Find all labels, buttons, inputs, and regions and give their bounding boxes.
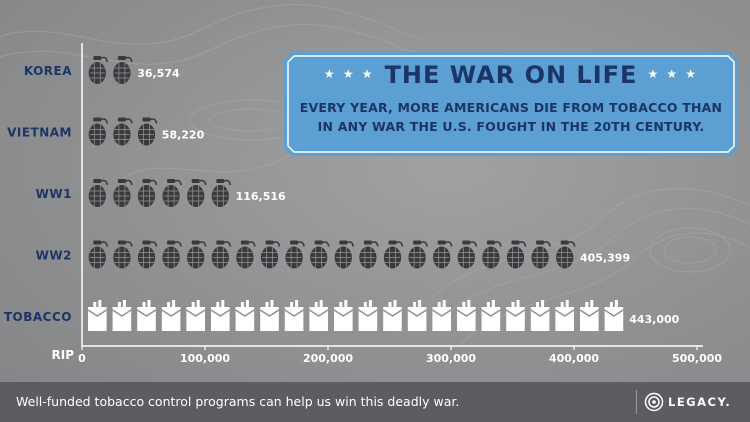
footer-message: Well-funded tobacco control programs can… [16, 394, 460, 409]
x-tick-label: 200,000 [303, 352, 353, 365]
chart-rows: KOREA 36,574 VIETNAM 58,220 WW1 116,516 WW2 405… [4, 56, 680, 331]
x-tick-label: 400,000 [549, 352, 599, 365]
chart-row-ww1: WW1 116,516 [36, 179, 286, 207]
category-label: KOREA [24, 64, 72, 78]
category-label: VIETNAM [7, 126, 72, 140]
cigarette-pack-icon [358, 300, 378, 331]
grenade-icon [236, 240, 256, 269]
grenade-icon [457, 240, 478, 269]
grenade-icon [383, 240, 404, 269]
cigarette-pack-icon [161, 300, 181, 331]
chart-row-korea: KOREA 36,574 [24, 56, 180, 84]
cigarette-pack-icon [284, 300, 304, 331]
grenade-icon [88, 117, 109, 146]
grenade-icon [310, 240, 330, 269]
cigarette-pack-icon [579, 300, 599, 331]
title-banner: ★ ★ ★ THE WAR ON LIFE ★ ★ ★ EVERY YEAR, MO… [284, 52, 738, 156]
cigarette-pack-icon [481, 300, 501, 331]
grenade-icon [88, 56, 109, 84]
grenade-icon [137, 240, 158, 269]
bar-tobacco [87, 300, 624, 331]
cigarette-pack-icon [505, 300, 526, 331]
grenade-icon [285, 240, 305, 269]
category-label: TOBACCO [4, 310, 72, 324]
grenade-icon [334, 240, 355, 269]
footer-bar: Well-funded tobacco control programs can… [0, 382, 750, 422]
x-tick-label: 0 [78, 352, 86, 365]
cigarette-pack-icon [87, 300, 107, 331]
grenade-icon [113, 117, 133, 146]
footer-divider [636, 390, 637, 414]
grenade-icon [482, 240, 502, 269]
banner-subtitle-line1: EVERY YEAR, MORE AMERICANS DIE FROM TOBA… [299, 100, 723, 115]
grenade-icon [137, 117, 158, 146]
grenade-icon [187, 240, 207, 269]
grenade-icon [531, 240, 551, 269]
x-axis-label: RIP [52, 348, 75, 362]
data-label: 116,516 [236, 190, 286, 203]
cigarette-pack-icon [382, 300, 403, 331]
legacy-swirl-icon [644, 392, 664, 412]
category-label: WW2 [36, 249, 72, 263]
x-axis-ticks: 0 100,000 200,000 300,000 400,000 500,000 [78, 346, 722, 365]
grenade-icon [113, 179, 133, 207]
banner-subtitle: EVERY YEAR, MORE AMERICANS DIE FROM TOBA… [294, 98, 728, 136]
cigarette-pack-icon [432, 300, 452, 331]
banner-subtitle-line2: IN ANY WAR THE U.S. FOUGHT IN THE 20TH C… [317, 119, 705, 134]
data-label: 36,574 [137, 67, 180, 80]
cigarette-pack-icon [259, 300, 280, 331]
grenade-icon [211, 179, 232, 207]
chart-row-vietnam: VIETNAM 58,220 [7, 117, 205, 146]
legacy-logo[interactable]: LEGACY. [644, 391, 748, 413]
grenade-icon [88, 240, 109, 269]
x-tick-label: 100,000 [180, 352, 230, 365]
bar-vietnam [88, 117, 158, 146]
cigarette-pack-icon [210, 300, 230, 331]
grenade-icon [556, 240, 576, 269]
grenade-icon [88, 179, 109, 207]
cigarette-pack-icon [333, 300, 353, 331]
grenade-icon [162, 179, 182, 207]
cigarette-pack-icon [604, 300, 624, 331]
grenade-icon [113, 240, 133, 269]
chart-row-ww2: WW2 405,399 [36, 240, 630, 269]
cigarette-pack-icon [407, 300, 427, 331]
cigarette-pack-icon [309, 300, 329, 331]
cigarette-pack-icon [456, 300, 476, 331]
cigarette-pack-icon [112, 300, 132, 331]
data-label: 58,220 [162, 129, 205, 142]
banner-title: THE WAR ON LIFE [384, 61, 638, 89]
bar-ww1 [88, 179, 232, 207]
category-label: WW1 [36, 187, 72, 201]
grenade-icon [433, 240, 453, 269]
grenade-icon [260, 240, 281, 269]
grenade-icon [506, 240, 527, 269]
legacy-logo-text: LEGACY. [668, 395, 732, 409]
data-label: 443,000 [629, 313, 679, 326]
stars-right-icon: ★ ★ ★ [647, 67, 699, 81]
x-tick-label: 300,000 [426, 352, 476, 365]
grenade-icon [187, 179, 207, 207]
bar-korea [88, 56, 133, 84]
grenade-icon [359, 240, 379, 269]
stars-left-icon: ★ ★ ★ [323, 67, 375, 81]
grenade-icon [113, 56, 133, 84]
data-label: 405,399 [580, 252, 630, 265]
bar-ww2 [88, 240, 576, 269]
x-tick-label: 500,000 [672, 352, 722, 365]
chart-row-tobacco: TOBACCO 443,000 [4, 300, 680, 331]
grenade-icon [162, 240, 182, 269]
cigarette-pack-icon [530, 300, 550, 331]
grenade-icon [137, 179, 158, 207]
grenade-icon [408, 240, 428, 269]
cigarette-pack-icon [136, 300, 157, 331]
cigarette-pack-icon [186, 300, 206, 331]
cigarette-pack-icon [555, 300, 575, 331]
cigarette-pack-icon [235, 300, 255, 331]
grenade-icon [211, 240, 232, 269]
